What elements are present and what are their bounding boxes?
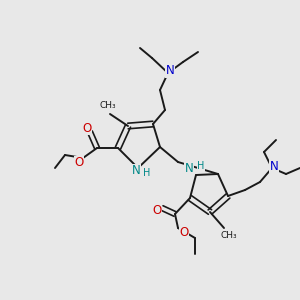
Text: O: O: [179, 226, 189, 239]
Text: N: N: [270, 160, 278, 172]
Text: H: H: [197, 161, 205, 171]
Text: CH₃: CH₃: [100, 101, 116, 110]
Text: H: H: [143, 168, 151, 178]
Text: N: N: [132, 164, 140, 178]
Text: N: N: [184, 163, 194, 176]
Text: O: O: [74, 157, 84, 169]
Text: N: N: [166, 64, 174, 77]
Text: CH₃: CH₃: [221, 232, 237, 241]
Text: O: O: [82, 122, 91, 134]
Text: O: O: [152, 205, 162, 218]
